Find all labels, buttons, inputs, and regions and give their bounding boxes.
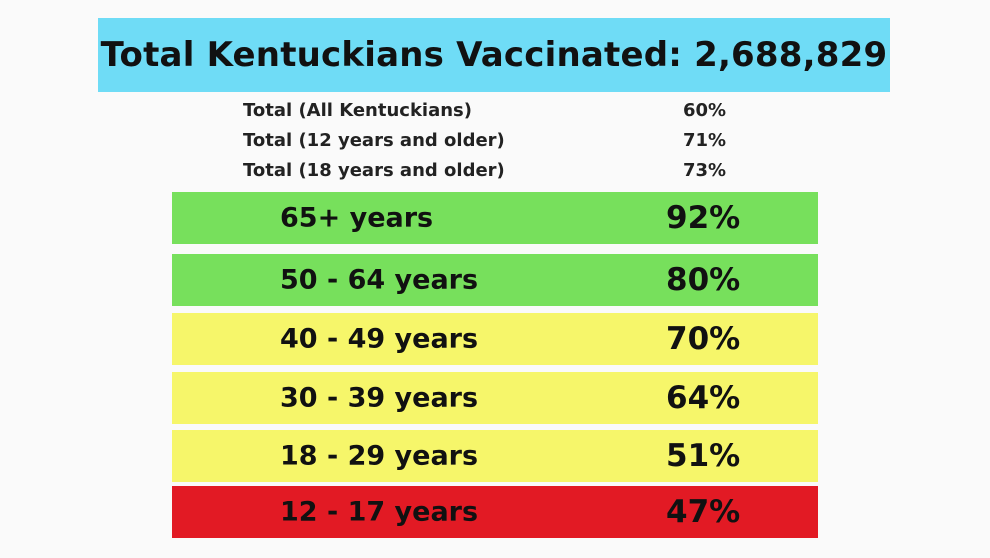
age-group-percent: 92% (666, 200, 741, 236)
total-label: Total (18 years and older) (243, 160, 505, 181)
age-group-label: 65+ years (280, 202, 434, 234)
total-row-all: Total (All Kentuckians) 60% (243, 100, 743, 130)
age-group-label: 18 - 29 years (280, 440, 479, 472)
total-value: 71% (683, 130, 727, 151)
total-row-18-plus: Total (18 years and older) 73% (243, 160, 743, 190)
age-group-percent: 80% (666, 262, 741, 298)
title-banner: Total Kentuckians Vaccinated: 2,688,829 (98, 18, 890, 92)
total-value: 73% (683, 160, 727, 181)
age-group-percent: 64% (666, 380, 741, 416)
total-row-12-plus: Total (12 years and older) 71% (243, 130, 743, 160)
age-group-label: 12 - 17 years (280, 496, 479, 528)
age-group-percent: 47% (666, 494, 741, 530)
total-label: Total (All Kentuckians) (243, 100, 472, 121)
total-label: Total (12 years and older) (243, 130, 505, 151)
age-row-40-49: 40 - 49 years 70% (172, 313, 818, 365)
age-group-label: 40 - 49 years (280, 323, 479, 355)
age-group-label: 50 - 64 years (280, 264, 479, 296)
age-row-65-plus: 65+ years 92% (172, 192, 818, 244)
age-row-30-39: 30 - 39 years 64% (172, 372, 818, 424)
age-group-percent: 70% (666, 321, 741, 357)
age-row-50-64: 50 - 64 years 80% (172, 254, 818, 306)
age-row-12-17: 12 - 17 years 47% (172, 486, 818, 538)
title: Total Kentuckians Vaccinated: 2,688,829 (100, 35, 888, 75)
total-value: 60% (683, 100, 727, 121)
age-group-percent: 51% (666, 438, 741, 474)
totals-table: Total (All Kentuckians) 60% Total (12 ye… (243, 100, 743, 190)
age-group-label: 30 - 39 years (280, 382, 479, 414)
age-row-18-29: 18 - 29 years 51% (172, 430, 818, 482)
